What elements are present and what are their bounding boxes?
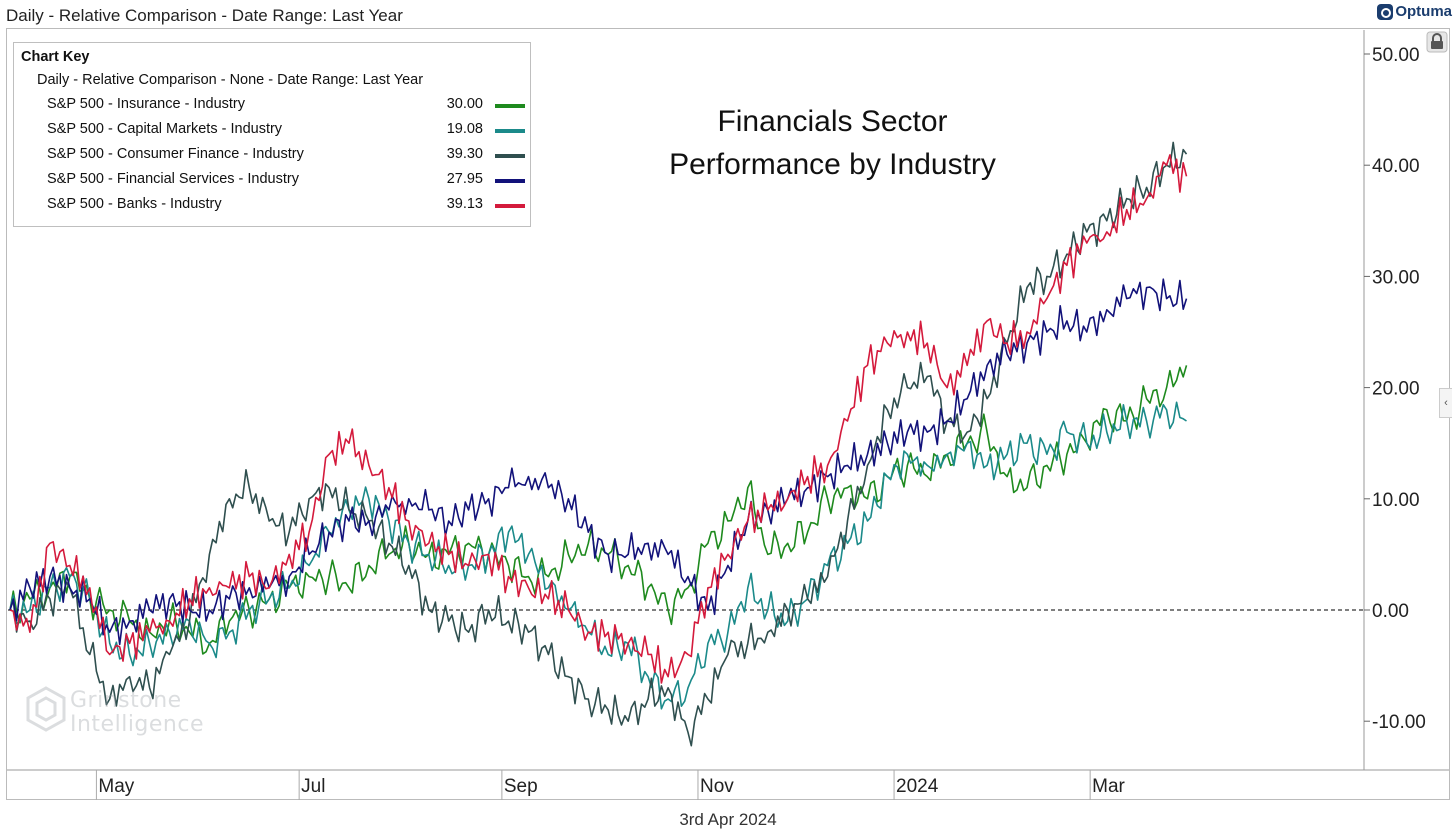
legend-series-name: S&P 500 - Financial Services - Industry xyxy=(47,171,299,187)
x-tick-label: May xyxy=(98,776,134,797)
watermark: Grinstone Intelligence xyxy=(26,686,216,746)
watermark-hexagon-icon xyxy=(26,686,66,732)
footer-date: 3rd Apr 2024 xyxy=(679,810,777,829)
x-tick-label: Jul xyxy=(301,776,325,797)
chart-header-title: Daily - Relative Comparison - Date Range… xyxy=(6,6,403,25)
chart-header: Daily - Relative Comparison - Date Range… xyxy=(0,0,1456,28)
y-tick-label: 40.00 xyxy=(1372,156,1420,177)
legend-row-consumer-finance[interactable]: S&P 500 - Consumer Finance - Industry 39… xyxy=(47,146,525,168)
series-line-banks[interactable] xyxy=(9,154,1188,684)
legend-swatch xyxy=(495,154,525,158)
optuma-logo-icon xyxy=(1377,3,1394,20)
brand-name: Optuma xyxy=(1395,3,1452,20)
x-tick-label: Nov xyxy=(700,776,734,797)
legend-row-financial-services[interactable]: S&P 500 - Financial Services - Industry … xyxy=(47,171,525,193)
legend-series-value: 39.13 xyxy=(446,196,483,212)
legend-subtitle: Daily - Relative Comparison - None - Dat… xyxy=(37,72,424,88)
collapse-panel-chevron-icon[interactable]: ‹ xyxy=(1439,388,1452,418)
legend-series-value: 39.30 xyxy=(446,146,483,162)
x-tick-label: Sep xyxy=(504,776,538,797)
legend-title: Chart Key xyxy=(21,49,90,65)
legend-series-value: 27.95 xyxy=(446,171,483,187)
legend-swatch xyxy=(495,104,525,108)
legend-series-value: 19.08 xyxy=(446,121,483,137)
x-tick-label: 2024 xyxy=(896,776,939,797)
series-line-financial-services[interactable] xyxy=(9,278,1188,646)
chart-key-legend[interactable]: Chart Key Daily - Relative Comparison - … xyxy=(13,42,531,227)
y-tick-label: 30.00 xyxy=(1372,267,1420,288)
lock-icon[interactable] xyxy=(1426,31,1448,53)
legend-series-name: S&P 500 - Banks - Industry xyxy=(47,196,222,212)
legend-row-banks[interactable]: S&P 500 - Banks - Industry 39.13 xyxy=(47,196,525,218)
series-line-consumer-finance[interactable] xyxy=(9,141,1188,747)
brand-logo[interactable]: Optuma xyxy=(1377,3,1452,20)
x-tick-label: Mar xyxy=(1092,776,1125,797)
y-tick-label: 10.00 xyxy=(1372,490,1420,511)
y-tick-label: 50.00 xyxy=(1372,45,1420,66)
legend-swatch xyxy=(495,204,525,208)
legend-row-insurance[interactable]: S&P 500 - Insurance - Industry 30.00 xyxy=(47,96,525,118)
legend-series-name: S&P 500 - Capital Markets - Industry xyxy=(47,121,283,137)
legend-series-name: S&P 500 - Consumer Finance - Industry xyxy=(47,146,304,162)
chart-title-line-1: Financials Sector xyxy=(717,105,948,138)
legend-series-name: S&P 500 - Insurance - Industry xyxy=(47,96,246,112)
chart-title-line-2: Performance by Industry xyxy=(669,148,996,181)
y-tick-label: 0.00 xyxy=(1372,601,1409,622)
y-tick-label: 20.00 xyxy=(1372,379,1420,400)
y-tick-label: -10.00 xyxy=(1372,712,1426,733)
watermark-line-1: Grinstone xyxy=(70,688,182,713)
watermark-line-2: Intelligence xyxy=(70,712,205,737)
series-line-capital-markets[interactable] xyxy=(9,401,1187,710)
chart-title: Financials Sector Performance by Industr… xyxy=(600,100,1065,186)
legend-swatch xyxy=(495,179,525,183)
series-line-insurance[interactable] xyxy=(9,365,1188,655)
legend-series-value: 30.00 xyxy=(446,96,483,112)
legend-swatch xyxy=(495,129,525,133)
legend-row-capital-markets[interactable]: S&P 500 - Capital Markets - Industry 19.… xyxy=(47,121,525,143)
